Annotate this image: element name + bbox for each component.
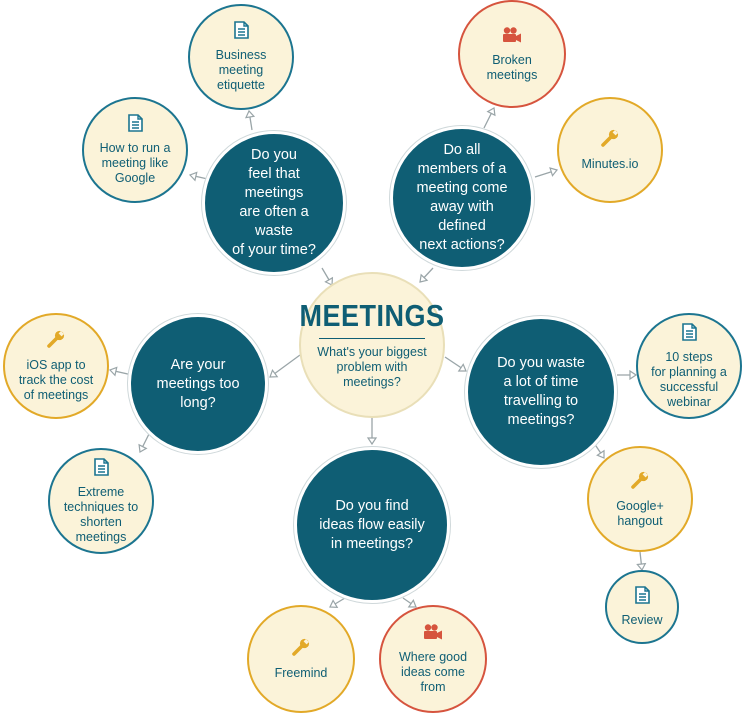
arrowhead	[138, 443, 148, 453]
arrowhead	[108, 366, 118, 377]
question-travelling[interactable]: Do you waste a lot of time travelling to…	[465, 316, 617, 468]
video-camera-icon	[501, 26, 523, 48]
resource-label: Where good ideas come from	[398, 650, 468, 694]
resource-label: Minutes.io	[581, 157, 639, 171]
arrowhead	[629, 369, 638, 381]
wrench-icon	[291, 637, 311, 661]
arrowhead	[244, 109, 256, 119]
resource-label: Business meeting etiquette	[215, 48, 267, 92]
question-waste-of-time[interactable]: Do you feel that meetings are often a wa…	[202, 131, 346, 275]
arrowhead	[329, 599, 339, 608]
question-too-long[interactable]: Are your meetings too long?	[128, 314, 268, 454]
resource-label: Review	[621, 613, 663, 627]
wrench-icon	[46, 329, 66, 353]
resource-extreme-techniques[interactable]: Extreme techniques to shorten meetings	[48, 448, 154, 554]
resource-label: Extreme techniques to shorten meetings	[63, 484, 139, 544]
resource-label: Freemind	[274, 666, 328, 680]
central-topic: MEETINGS What's your biggest problem wit…	[299, 272, 445, 418]
arrowhead	[636, 562, 647, 572]
document-icon	[233, 21, 249, 43]
resource-where-good-ideas[interactable]: Where good ideas come from	[379, 605, 487, 713]
resource-ios-cost-app[interactable]: iOS app to track the cost of meetings	[3, 313, 109, 419]
resource-label: 10 steps for planning a successful webin…	[651, 349, 727, 409]
arrowhead	[596, 449, 605, 459]
video-camera-icon	[422, 623, 444, 645]
document-icon	[634, 586, 650, 608]
resource-run-like-google[interactable]: How to run a meeting like Google	[82, 97, 188, 203]
question-label: Are your meetings too long?	[156, 356, 240, 411]
arrowhead	[457, 363, 467, 372]
resource-business-etiquette[interactable]: Business meeting etiquette	[188, 4, 294, 110]
arrowhead	[366, 437, 378, 446]
resource-broken-meetings[interactable]: Broken meetings	[458, 0, 566, 108]
resource-webinar-steps[interactable]: 10 steps for planning a successful webin…	[636, 313, 742, 419]
central-subtitle: What's your biggest problem with meeting…	[317, 344, 427, 389]
wrench-icon	[630, 470, 650, 494]
document-icon	[127, 114, 143, 136]
question-ideas-flow[interactable]: Do you find ideas flow easily in meeting…	[294, 447, 450, 603]
resource-label: How to run a meeting like Google	[99, 141, 171, 185]
resource-label: Broken meetings	[486, 52, 538, 82]
question-label: Do you waste a lot of time travelling to…	[497, 355, 585, 428]
arrowhead	[407, 599, 417, 608]
question-label: Do all members of a meeting come away wi…	[416, 142, 508, 253]
central-title: MEETINGS	[299, 298, 445, 333]
arrowhead	[419, 273, 429, 283]
resource-minutes-io[interactable]: Minutes.io	[557, 97, 663, 203]
document-icon	[681, 322, 697, 345]
document-icon	[93, 457, 109, 480]
resource-label: Google+ hangout	[616, 498, 664, 528]
wrench-icon	[600, 128, 620, 152]
title-divider	[319, 337, 425, 339]
question-next-actions[interactable]: Do all members of a meeting come away wi…	[390, 126, 534, 270]
resource-google-hangout[interactable]: Google+ hangout	[587, 446, 693, 552]
arrowhead	[549, 167, 559, 177]
resource-review[interactable]: Review	[605, 570, 679, 644]
arrowhead	[188, 171, 198, 182]
question-label: Do you find ideas flow easily in meeting…	[319, 497, 425, 552]
arrowhead	[486, 107, 496, 117]
arrowhead	[269, 368, 279, 378]
question-label: Do you feel that meetings are often a wa…	[232, 147, 316, 258]
resource-label: iOS app to track the cost of meetings	[18, 358, 94, 402]
resource-freemind[interactable]: Freemind	[247, 605, 355, 713]
